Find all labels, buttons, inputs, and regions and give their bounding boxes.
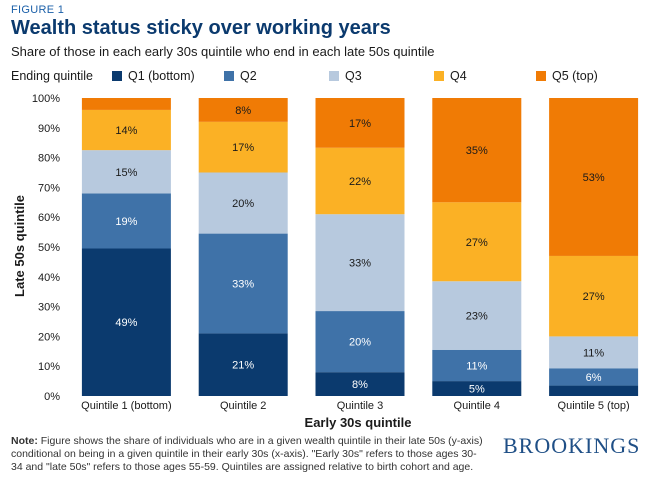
- data-label: 17%: [232, 142, 254, 154]
- data-label: 8%: [235, 105, 251, 117]
- legend-swatch-q3: [329, 71, 339, 81]
- bar-segment-q3: [198, 172, 288, 234]
- legend-label-q3: Q3: [345, 69, 362, 83]
- data-label: 21%: [232, 360, 254, 372]
- bar-segment-q5: [81, 98, 171, 110]
- legend-label-q1: Q1 (bottom): [128, 69, 195, 83]
- x-tick-label: Quintile 5 (top): [558, 400, 630, 412]
- bar-segment-q3: [432, 281, 522, 350]
- x-tick-label: Quintile 3: [337, 400, 383, 412]
- data-label: 6%: [586, 372, 602, 384]
- legend-label-q2: Q2: [240, 69, 257, 83]
- chart-title: Wealth status sticky over working years: [11, 17, 391, 39]
- data-label: 35%: [466, 145, 488, 157]
- bar-segment-q4: [549, 255, 639, 337]
- data-label: 22%: [349, 176, 371, 188]
- y-tick-label: 90%: [38, 123, 60, 135]
- x-tick-label: Quintile 1 (bottom): [81, 400, 171, 412]
- legend-swatch-q4: [434, 71, 444, 81]
- bar-segment-q1: [198, 333, 288, 396]
- legend-item-q2: Q2: [224, 69, 257, 83]
- bar-segment-q1: [549, 385, 639, 396]
- legend: Ending quintile Q1 (bottom) Q2 Q3 Q4 Q5 …: [11, 69, 661, 87]
- bar-segment-q1: [432, 381, 522, 396]
- legend-item-q5: Q5 (top): [536, 69, 598, 83]
- bar-segment-q5: [315, 98, 405, 148]
- bar-segment-q4: [315, 147, 405, 215]
- note-lead: Note:: [11, 435, 38, 447]
- bar-segment-q5: [549, 98, 639, 256]
- y-tick-label: 20%: [38, 331, 60, 343]
- y-tick-label: 70%: [38, 182, 60, 194]
- data-label: 11%: [583, 347, 604, 359]
- x-tick-label: Quintile 4: [454, 400, 500, 412]
- bar-segment-q1: [81, 248, 171, 396]
- data-label: 15%: [115, 167, 137, 179]
- legend-item-q4: Q4: [434, 69, 467, 83]
- y-tick-label: 60%: [38, 212, 60, 224]
- y-tick-label: 100%: [32, 93, 60, 105]
- legend-swatch-q5: [536, 71, 546, 81]
- data-label: 23%: [466, 311, 488, 323]
- legend-item-q1: Q1 (bottom): [112, 69, 195, 83]
- y-tick-label: 0%: [44, 391, 60, 403]
- data-label: 5%: [469, 384, 485, 396]
- data-label: 17%: [349, 118, 371, 130]
- y-tick-label: 50%: [38, 242, 60, 254]
- data-label: 20%: [349, 337, 371, 349]
- chart-subtitle: Share of those in each early 30s quintil…: [11, 44, 435, 59]
- bar-segment-q4: [432, 202, 522, 282]
- bar-segment-q1: [315, 372, 405, 396]
- y-tick-label: 10%: [38, 361, 60, 373]
- y-tick-label: 80%: [38, 153, 60, 165]
- bar-segment-q2: [315, 311, 405, 373]
- data-label: 33%: [349, 258, 371, 270]
- brookings-logo: BROOKINGS: [503, 433, 641, 458]
- data-label: 27%: [583, 291, 605, 303]
- data-label: 27%: [466, 237, 488, 249]
- bar-segment-q4: [198, 121, 288, 173]
- data-label: 20%: [232, 198, 254, 210]
- legend-item-q3: Q3: [329, 69, 362, 83]
- x-axis-label: Early 30s quintile: [305, 415, 412, 430]
- legend-label-q5: Q5 (top): [552, 69, 598, 83]
- plot-area: 0% 10% 20% 30% 40% 50% 60% 70% 80% 90% 100% 49% 19% 1…: [32, 93, 639, 412]
- bar-segment-q2: [432, 349, 522, 382]
- y-tick-label: 40%: [38, 272, 60, 284]
- legend-title: Ending quintile: [11, 69, 94, 83]
- bar-segment-q5: [198, 98, 288, 122]
- legend-swatch-q2: [224, 71, 234, 81]
- data-label: 49%: [115, 317, 137, 329]
- y-axis-label: Late 50s quintile: [12, 195, 27, 297]
- bar-segment-q3: [315, 214, 405, 312]
- figure-label: FIGURE 1: [11, 4, 65, 16]
- data-label: 11%: [466, 360, 487, 372]
- data-label: 33%: [232, 279, 254, 291]
- data-label: 19%: [115, 216, 137, 228]
- y-tick-label: 30%: [38, 302, 60, 314]
- note-text: Figure shows the share of individuals wh…: [11, 435, 483, 473]
- bar-segment-q3: [549, 336, 639, 369]
- stacked-bar-chart: Late 50s quintile Early 30s quintile 0% 1…: [12, 93, 639, 430]
- bar-segment-q5: [432, 98, 522, 203]
- bar-segment-q4: [81, 109, 171, 151]
- note: Note: Figure shows the share of individu…: [11, 435, 486, 474]
- bar-segment-q2: [198, 233, 288, 334]
- data-label: 53%: [583, 172, 605, 184]
- legend-label-q4: Q4: [450, 69, 467, 83]
- bar-segment-q2: [549, 368, 639, 386]
- bar-segment-q2: [81, 193, 171, 249]
- bar-segment-q3: [81, 150, 171, 194]
- x-tick-label: Quintile 2: [220, 400, 266, 412]
- data-label: 8%: [352, 379, 368, 391]
- data-label: 14%: [115, 125, 137, 137]
- legend-swatch-q1: [112, 71, 122, 81]
